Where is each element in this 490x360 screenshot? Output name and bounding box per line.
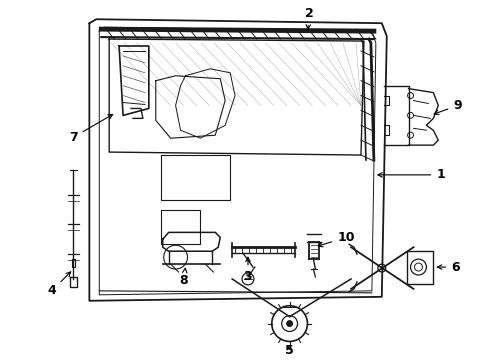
Text: 9: 9 [434,99,462,114]
Text: 10: 10 [318,231,355,247]
Circle shape [287,321,293,327]
Text: 5: 5 [285,344,294,357]
Text: 6: 6 [438,261,460,274]
Text: 2: 2 [305,7,314,29]
Text: 3: 3 [244,257,252,283]
Text: 7: 7 [69,114,113,144]
Text: 1: 1 [378,168,445,181]
Text: 8: 8 [179,268,188,287]
Text: 4: 4 [48,272,71,297]
